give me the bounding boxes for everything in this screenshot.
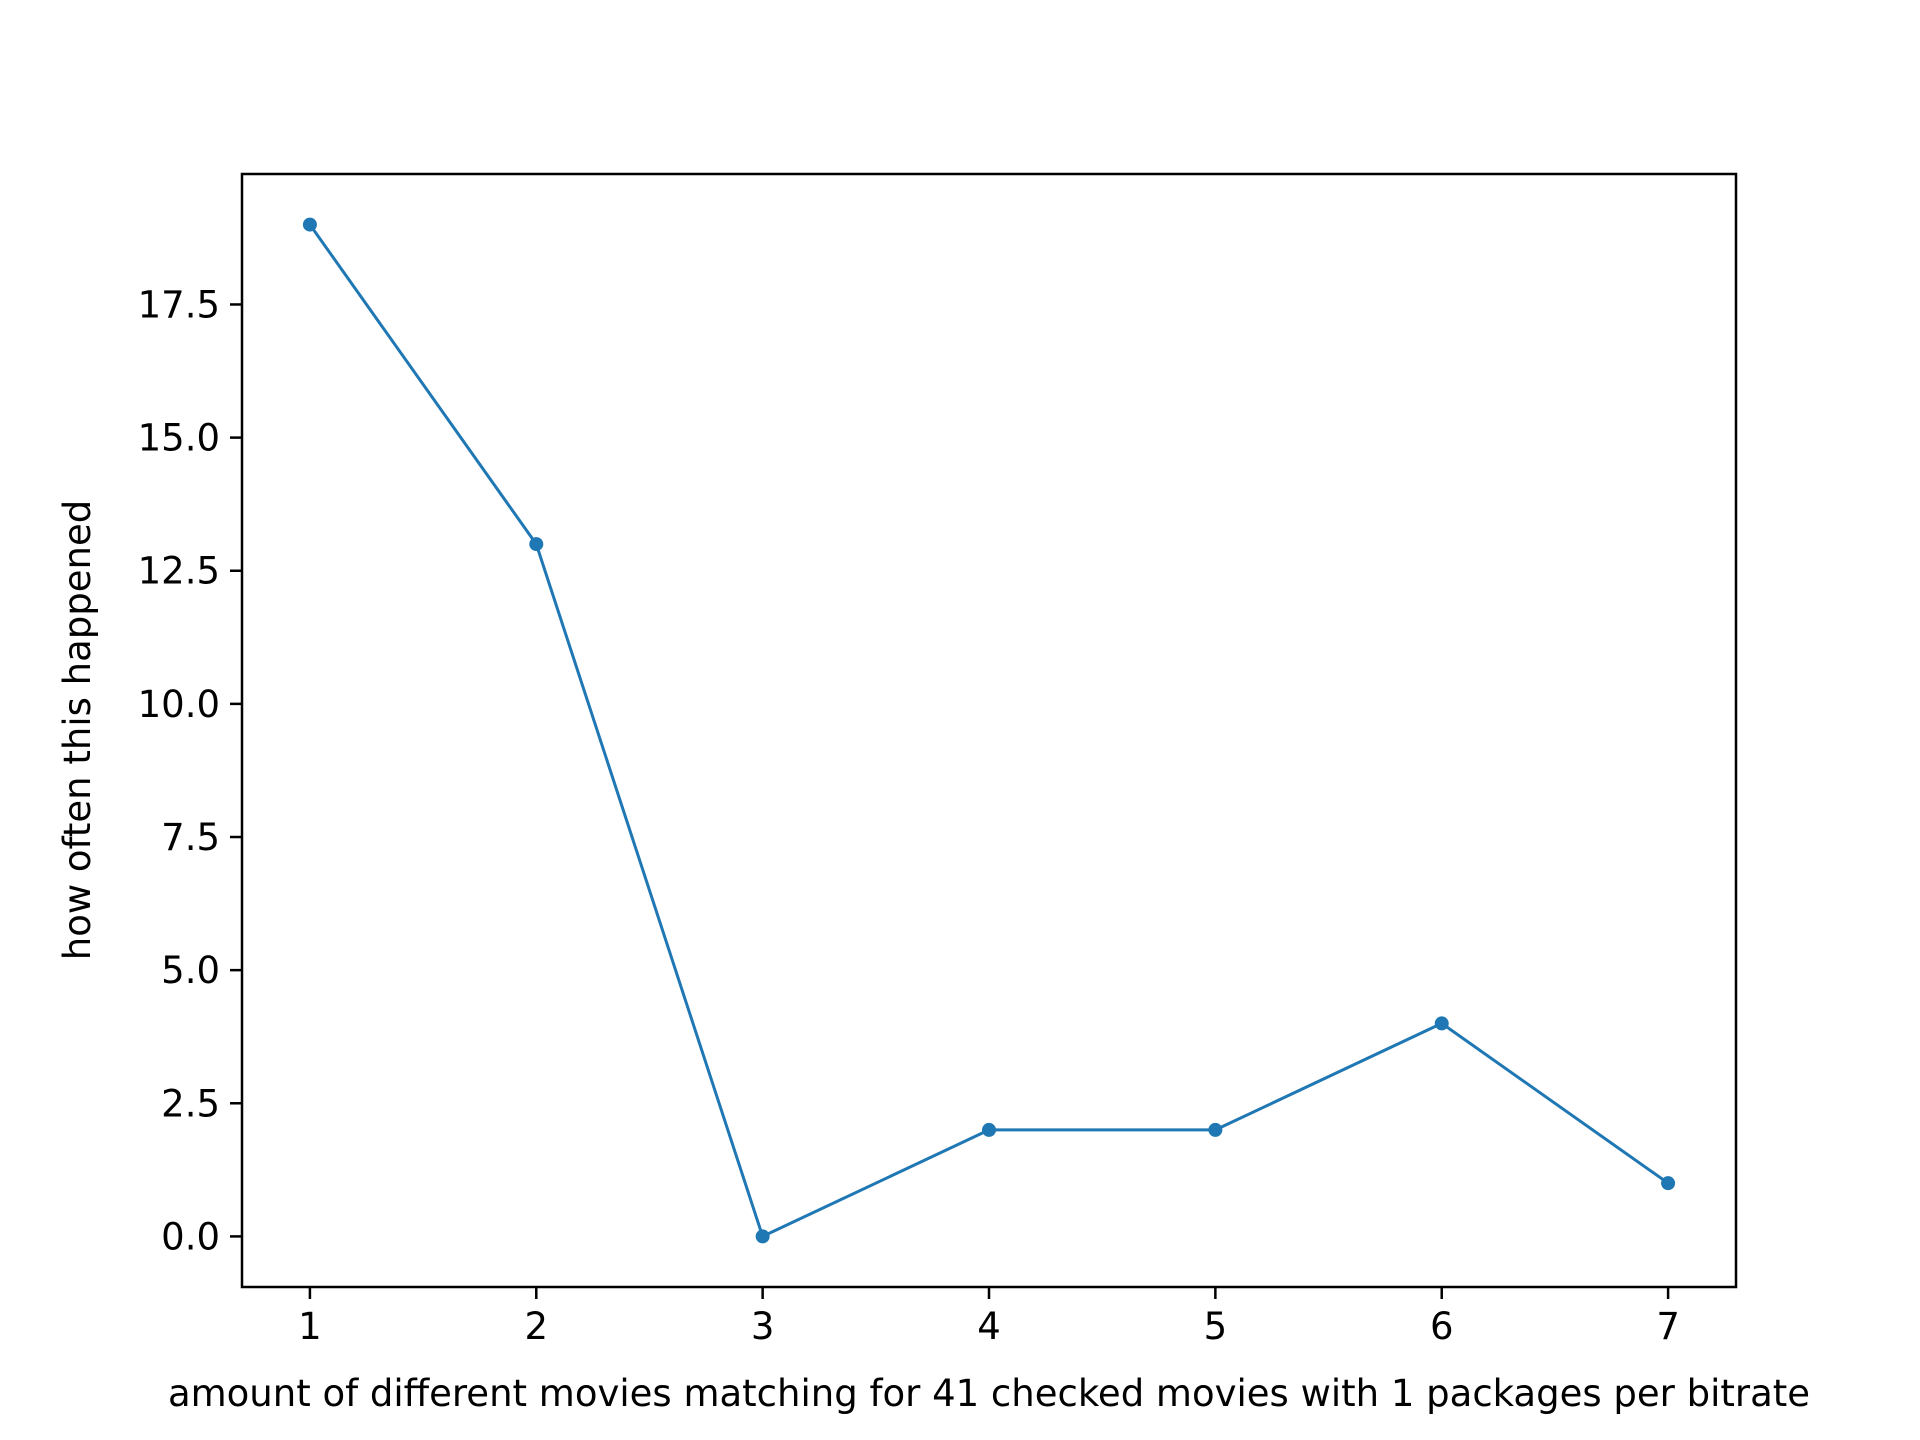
y-axis-label: how often this happened [56, 500, 99, 960]
x-tick-label: 5 [1204, 1305, 1228, 1348]
data-point [1661, 1176, 1676, 1191]
y-tick-label: 5.0 [161, 949, 220, 992]
x-tick-label: 1 [298, 1305, 322, 1348]
x-tick-label: 6 [1430, 1305, 1454, 1348]
x-tick-label: 7 [1656, 1305, 1680, 1348]
y-tick-label: 7.5 [161, 816, 220, 859]
x-axis-label: amount of different movies matching for … [168, 1372, 1810, 1415]
x-tick-label: 3 [751, 1305, 775, 1348]
data-point [1434, 1016, 1449, 1031]
y-tick-label: 15.0 [138, 417, 220, 460]
plot-area [302, 217, 1676, 1244]
x-tick-label: 4 [977, 1305, 1001, 1348]
data-point [529, 537, 544, 552]
data-point [755, 1229, 770, 1244]
y-tick-label: 10.0 [138, 683, 220, 726]
data-point [302, 217, 317, 232]
y-axis-ticks: 0.0 2.5 5.0 7.5 10.0 12.5 15.0 17.5 [138, 283, 242, 1258]
x-axis-ticks: 1 2 3 4 5 6 7 [298, 1287, 1680, 1348]
data-point [982, 1122, 996, 1137]
y-tick-label: 2.5 [161, 1082, 220, 1125]
y-tick-label: 12.5 [138, 550, 220, 593]
y-tick-label: 17.5 [138, 283, 220, 326]
y-tick-label: 0.0 [161, 1215, 220, 1258]
x-tick-label: 2 [524, 1305, 548, 1348]
data-point [1208, 1122, 1223, 1137]
